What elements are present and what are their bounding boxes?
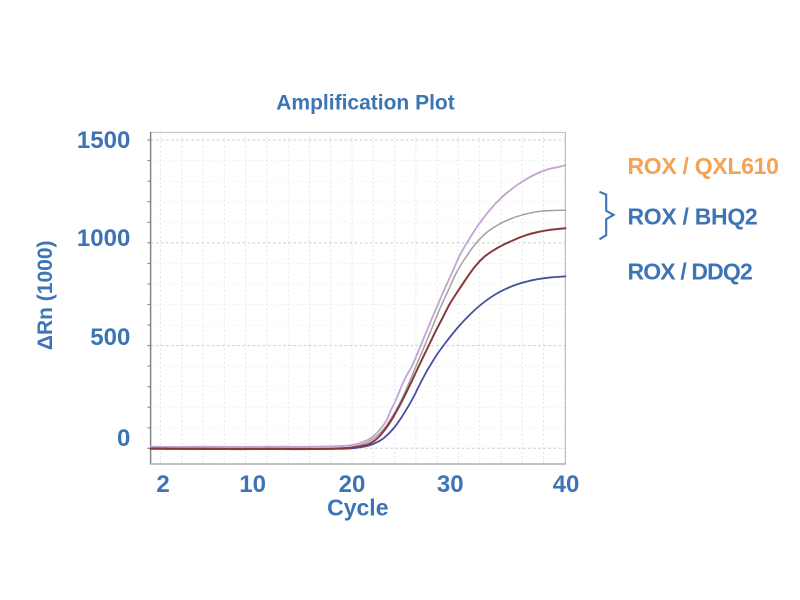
svg-text:0: 0 [117,425,130,452]
svg-text:ROX / QXL610: ROX / QXL610 [628,153,779,179]
svg-text:ΔRn (1000): ΔRn (1000) [34,240,57,350]
svg-text:1000: 1000 [77,225,130,252]
svg-text:2: 2 [156,471,169,498]
svg-text:Amplification Plot: Amplification Plot [276,91,455,114]
svg-text:Cycle: Cycle [327,495,388,521]
svg-text:40: 40 [553,471,580,498]
svg-text:1500: 1500 [77,127,130,154]
svg-text:500: 500 [90,324,130,351]
svg-text:ROX / DDQ2: ROX / DDQ2 [628,259,752,285]
svg-text:30: 30 [437,471,464,498]
svg-text:10: 10 [239,471,266,498]
svg-text:ROX / BHQ2: ROX / BHQ2 [628,203,758,229]
svg-text:20: 20 [339,471,366,498]
